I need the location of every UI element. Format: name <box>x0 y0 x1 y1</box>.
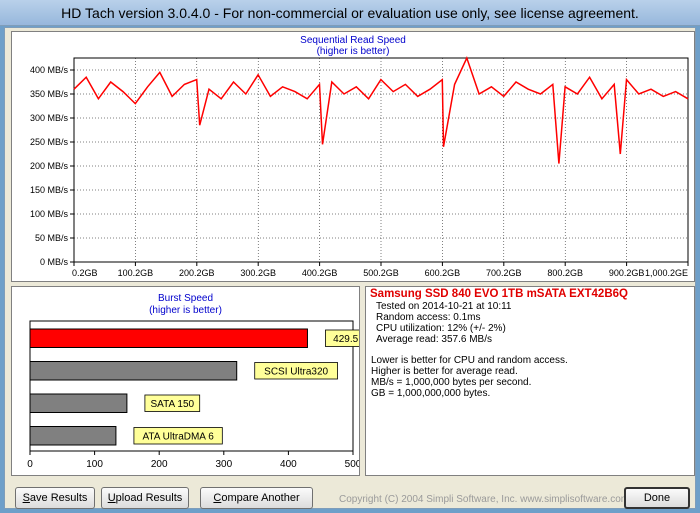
x-tick-label: 1,000.2GE <box>645 268 688 278</box>
y-tick-label: 200 MB/s <box>30 161 69 171</box>
y-tick-label: 50 MB/s <box>35 233 69 243</box>
upload-results-button[interactable]: Upload Results <box>101 487 189 509</box>
burst-bar-label-box <box>133 427 223 445</box>
burst-speed-chart: 0 100 200 300 400 500 429.5 MB/s SCSI Ultra320 S… <box>27 320 359 470</box>
main-window: Sequential Read Speed (higher is better)… <box>4 27 696 513</box>
save-results-label: ave Results <box>29 492 88 504</box>
y-tick-label: 150 MB/s <box>30 185 69 195</box>
upload-results-accel: U <box>107 492 116 504</box>
x-tick-label: 700.2GB <box>486 268 522 278</box>
burst-bar-label-box <box>144 394 201 412</box>
burst-x-tick-label: 200 <box>151 459 168 470</box>
save-results-button[interactable]: Save Results <box>15 487 95 509</box>
burst-bar-label: ATA UltraDMA 6 <box>142 431 214 442</box>
sequential-chart-subtitle: (higher is better) <box>316 46 390 57</box>
sequential-read-chart: 400 MB/s 350 MB/s 300 MB/s 250 MB/s 200 MB/s… <box>30 55 689 278</box>
burst-bar <box>29 361 238 381</box>
x-tick-label: 500.2GB <box>363 268 399 278</box>
x-tick-label: 600.2GB <box>425 268 461 278</box>
burst-speed-panel: Burst Speed (higher is better) 0 100 200 30… <box>11 286 360 476</box>
note-higher-better: Higher is better for average read. <box>371 366 518 377</box>
y-tick-label: 100 MB/s <box>30 209 69 219</box>
cpu-utilization: CPU utilization: 12% (+/- 2%) <box>376 323 506 334</box>
window-title: HD Tach version 3.0.4.0 - For non-commer… <box>61 5 639 21</box>
tested-date: Tested on 2014-10-21 at 10:11 <box>376 301 512 312</box>
random-access: Random access: 0.1ms <box>376 312 481 323</box>
x-tick-label: 900.2GB <box>609 268 645 278</box>
burst-x-tick-label: 0 <box>27 459 33 470</box>
burst-x-tick-label: 400 <box>280 459 297 470</box>
x-tick-label: 100.2GB <box>118 268 154 278</box>
y-tick-label: 350 MB/s <box>30 89 69 99</box>
average-read: Average read: 357.6 MB/s <box>376 334 492 345</box>
copyright-text: Copyright (C) 2004 Simpli Software, Inc.… <box>339 494 630 505</box>
burst-x-tick-label: 100 <box>86 459 103 470</box>
compare-drive-accel: C <box>213 492 222 504</box>
x-tick-label: 400.2GB <box>302 268 338 278</box>
y-tick-label: 400 MB/s <box>30 65 69 75</box>
sequential-chart-title: Sequential Read Speed <box>300 35 406 46</box>
burst-bar-label: 429.5 MB/s <box>333 334 359 345</box>
y-tick-label: 300 MB/s <box>30 113 69 123</box>
burst-bar-label: SCSI Ultra320 <box>264 366 328 377</box>
burst-chart-title: Burst Speed <box>157 293 214 304</box>
burst-chart-subtitle: (higher is better) <box>149 305 222 316</box>
burst-bar <box>29 328 308 348</box>
sequential-read-panel: Sequential Read Speed (higher is better)… <box>11 31 695 282</box>
drive-info-panel: Samsung SSD 840 EVO 1TB mSATA EXT42B6Q T… <box>365 286 695 476</box>
title-bar: HD Tach version 3.0.4.0 - For non-commer… <box>0 0 700 26</box>
x-tick-label: 200.2GB <box>179 268 215 278</box>
burst-bar-label-box <box>254 362 338 380</box>
note-mbs-definition: MB/s = 1,000,000 bytes per second. <box>371 377 532 388</box>
compare-drive-button[interactable]: Compare Another Drive <box>200 487 313 513</box>
y-tick-label: 0 MB/s <box>40 257 69 267</box>
note-gb-definition: GB = 1,000,000,000 bytes. <box>371 388 491 399</box>
burst-bar <box>29 393 128 413</box>
drive-name: Samsung SSD 840 EVO 1TB mSATA EXT42B6Q <box>370 288 628 300</box>
compare-drive-label: ompare Another Drive <box>221 492 300 513</box>
x-tick-label: 0.2GB <box>72 268 98 278</box>
read-speed-line <box>73 55 689 164</box>
burst-bar-label: SATA 150 <box>151 399 195 410</box>
burst-x-tick-label: 300 <box>215 459 232 470</box>
burst-bar <box>29 426 117 446</box>
done-button[interactable]: Done <box>624 487 690 509</box>
upload-results-label: pload Results <box>115 492 183 504</box>
y-tick-label: 250 MB/s <box>30 137 69 147</box>
burst-bar-label-box <box>325 329 359 347</box>
x-tick-label: 300.2GB <box>240 268 276 278</box>
save-results-accel: S <box>22 492 30 504</box>
note-lower-better: Lower is better for CPU and random acces… <box>371 355 568 366</box>
burst-x-tick-label: 500 <box>345 459 359 470</box>
x-tick-label: 800.2GB <box>547 268 583 278</box>
